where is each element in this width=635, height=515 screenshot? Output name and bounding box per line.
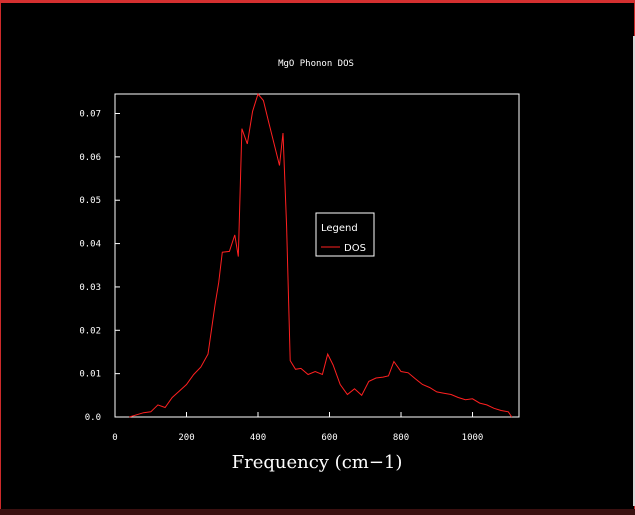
y-tick-label: 0.05 [79, 196, 101, 206]
x-tick-label: 600 [321, 433, 337, 443]
window-right-edge [633, 36, 635, 506]
legend-entry-dos: DOS [344, 243, 366, 254]
y-tick-label: 0.03 [79, 283, 101, 293]
plot-area-frame [114, 93, 520, 418]
series-line-dos [129, 92, 513, 418]
x-axis-label: Frequency (cm−1) [232, 452, 403, 473]
axis-ticks: 0 200 400 600 800 1000 0.0 0.01 0.02 0.03 0.04 0.05… [79, 110, 483, 443]
legend-frame [315, 212, 375, 257]
y-tick-label: 0.06 [79, 153, 101, 163]
window-bottom-edge [0, 509, 635, 515]
x-tick-label: 1000 [462, 433, 484, 443]
series-layer [129, 92, 513, 418]
y-tick-label: 0.0 [85, 413, 101, 423]
chart-title: MgO Phonon DOS [278, 59, 354, 69]
y-tick-label: 0.07 [79, 110, 101, 120]
y-tick-label: 0.04 [79, 240, 101, 250]
window-title-bar [0, 0, 635, 3]
y-tick-label: 0.02 [79, 326, 101, 336]
legend: Legend DOS [315, 212, 375, 257]
x-tick-label: 400 [250, 433, 266, 443]
y-tick-label: 0.01 [79, 370, 101, 380]
legend-title: Legend [321, 223, 358, 234]
x-tick-label: 800 [393, 433, 409, 443]
x-tick-label: 200 [178, 433, 194, 443]
x-tick-label: 0 [112, 433, 117, 443]
